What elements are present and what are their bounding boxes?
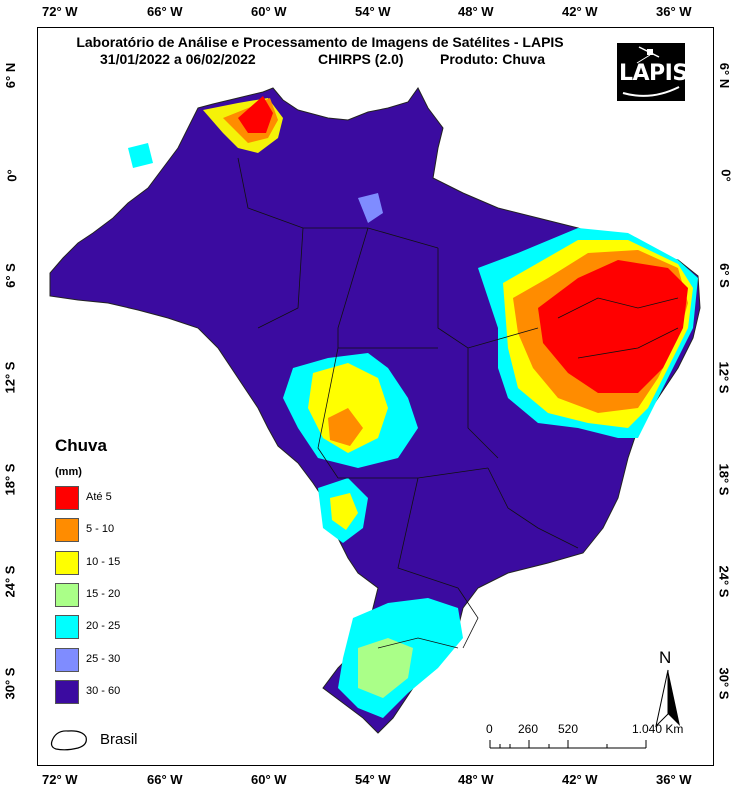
legend-label: 15 - 20 bbox=[86, 588, 121, 600]
left-lat-label: 6° N bbox=[3, 62, 19, 89]
left-lat-label: 24° S bbox=[2, 565, 18, 598]
legend-label: Até 5 bbox=[86, 491, 112, 503]
left-lat-label: 30° S bbox=[2, 667, 18, 700]
left-lat-label: 0° bbox=[4, 169, 20, 182]
legend-swatch bbox=[55, 648, 79, 672]
logo-text: LAPIS bbox=[619, 61, 688, 86]
legend-label: 30 - 60 bbox=[86, 685, 121, 697]
legend-swatch bbox=[55, 583, 79, 607]
state-boundaries bbox=[237, 157, 679, 649]
rainfall-map bbox=[49, 87, 701, 734]
right-lat-label: 12° S bbox=[716, 361, 732, 394]
legend-unit: (mm) bbox=[55, 466, 82, 478]
legend-label: 10 - 15 bbox=[86, 556, 121, 568]
top-lon-label: 48° W bbox=[458, 4, 494, 19]
mato-grosso-sul-yellow bbox=[330, 493, 358, 530]
brasil-label: Brasil bbox=[100, 731, 138, 748]
scale-label: 520 bbox=[558, 722, 579, 736]
legend-swatch bbox=[55, 486, 79, 510]
left-lat-label: 12° S bbox=[2, 361, 18, 394]
product-text: Produto: Chuva bbox=[440, 51, 545, 67]
scale-label: 1.040 Km bbox=[632, 722, 684, 736]
top-lon-label: 54° W bbox=[355, 4, 391, 19]
northeast-red bbox=[538, 260, 688, 393]
right-lat-label: 18° S bbox=[716, 463, 732, 496]
right-lat-label: 24° S bbox=[716, 565, 732, 598]
bottom-lon-label: 48° W bbox=[458, 772, 494, 787]
map-title: Laboratório de Análise e Processamento d… bbox=[76, 34, 564, 50]
legend-swatch bbox=[55, 615, 79, 639]
top-lon-label: 36° W bbox=[656, 4, 692, 19]
right-lat-label: 6° S bbox=[716, 263, 732, 288]
satellite-icon bbox=[622, 46, 680, 97]
top-lon-label: 60° W bbox=[251, 4, 287, 19]
legend-label: 5 - 10 bbox=[86, 523, 115, 535]
left-lat-label: 6° S bbox=[2, 263, 18, 288]
scale-label: 0 bbox=[486, 722, 493, 736]
bottom-lon-label: 54° W bbox=[355, 772, 391, 787]
legend-swatch bbox=[55, 551, 79, 575]
top-lon-label: 66° W bbox=[147, 4, 183, 19]
top-lon-label: 72° W bbox=[42, 4, 78, 19]
dataset-text: CHIRPS (2.0) bbox=[318, 51, 404, 67]
left-lat-label: 18° S bbox=[2, 463, 18, 496]
lapis-logo: LAPIS bbox=[617, 43, 688, 101]
south-yellow bbox=[358, 638, 413, 698]
legend-label: 20 - 25 bbox=[86, 620, 121, 632]
center-west-orange bbox=[328, 408, 363, 446]
bottom-lon-label: 66° W bbox=[147, 772, 183, 787]
bottom-lon-label: 42° W bbox=[562, 772, 598, 787]
legend-label: 25 - 30 bbox=[86, 653, 121, 665]
north-arrow-icon bbox=[655, 669, 680, 728]
right-lat-label: 30° S bbox=[716, 667, 732, 700]
scale-bar bbox=[489, 740, 647, 749]
north-blob-red bbox=[238, 96, 273, 133]
right-lat-label: 0° bbox=[718, 169, 734, 182]
scale-label: 260 bbox=[518, 722, 539, 736]
bottom-lon-label: 36° W bbox=[656, 772, 692, 787]
legend-swatch bbox=[55, 680, 79, 704]
amazon-cyan bbox=[128, 143, 153, 168]
brasil-boundary-icon bbox=[50, 730, 87, 751]
bottom-lon-label: 60° W bbox=[251, 772, 287, 787]
legend-swatch bbox=[55, 518, 79, 542]
right-lat-label: 6° N bbox=[717, 62, 733, 89]
legend-title: Chuva bbox=[55, 436, 107, 455]
top-lon-label: 42° W bbox=[562, 4, 598, 19]
north-letter: N bbox=[659, 648, 672, 667]
bottom-lon-label: 72° W bbox=[42, 772, 78, 787]
amazon-periwinkle bbox=[358, 193, 383, 223]
period-text: 31/01/2022 a 06/02/2022 bbox=[100, 51, 256, 67]
